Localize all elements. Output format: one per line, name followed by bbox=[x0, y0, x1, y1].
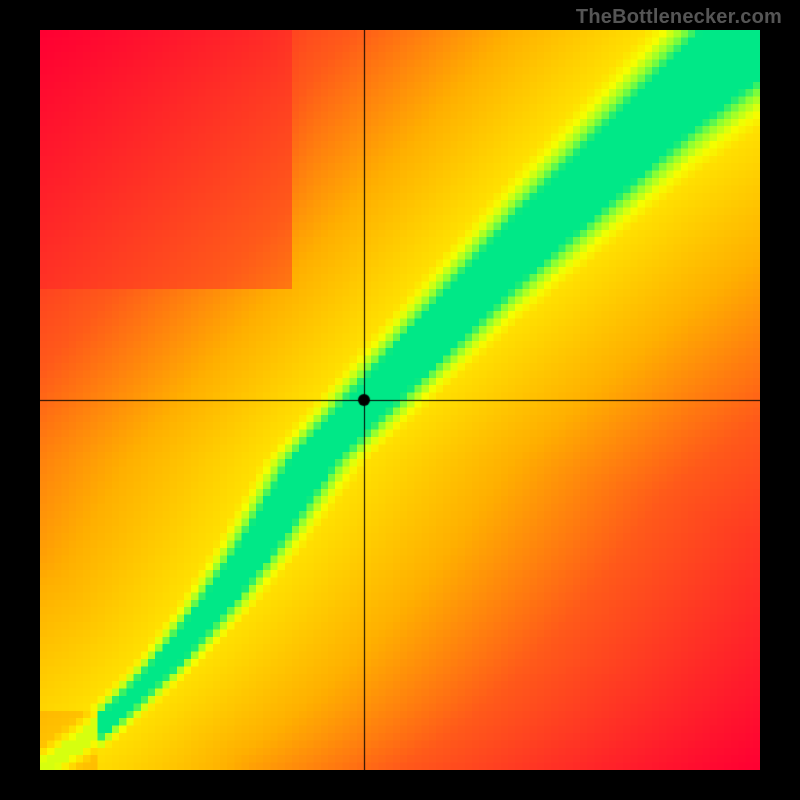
watermark-text: TheBottlenecker.com bbox=[576, 6, 782, 29]
chart-container: TheBottlenecker.com bbox=[0, 0, 800, 800]
crosshair-overlay bbox=[40, 30, 760, 770]
